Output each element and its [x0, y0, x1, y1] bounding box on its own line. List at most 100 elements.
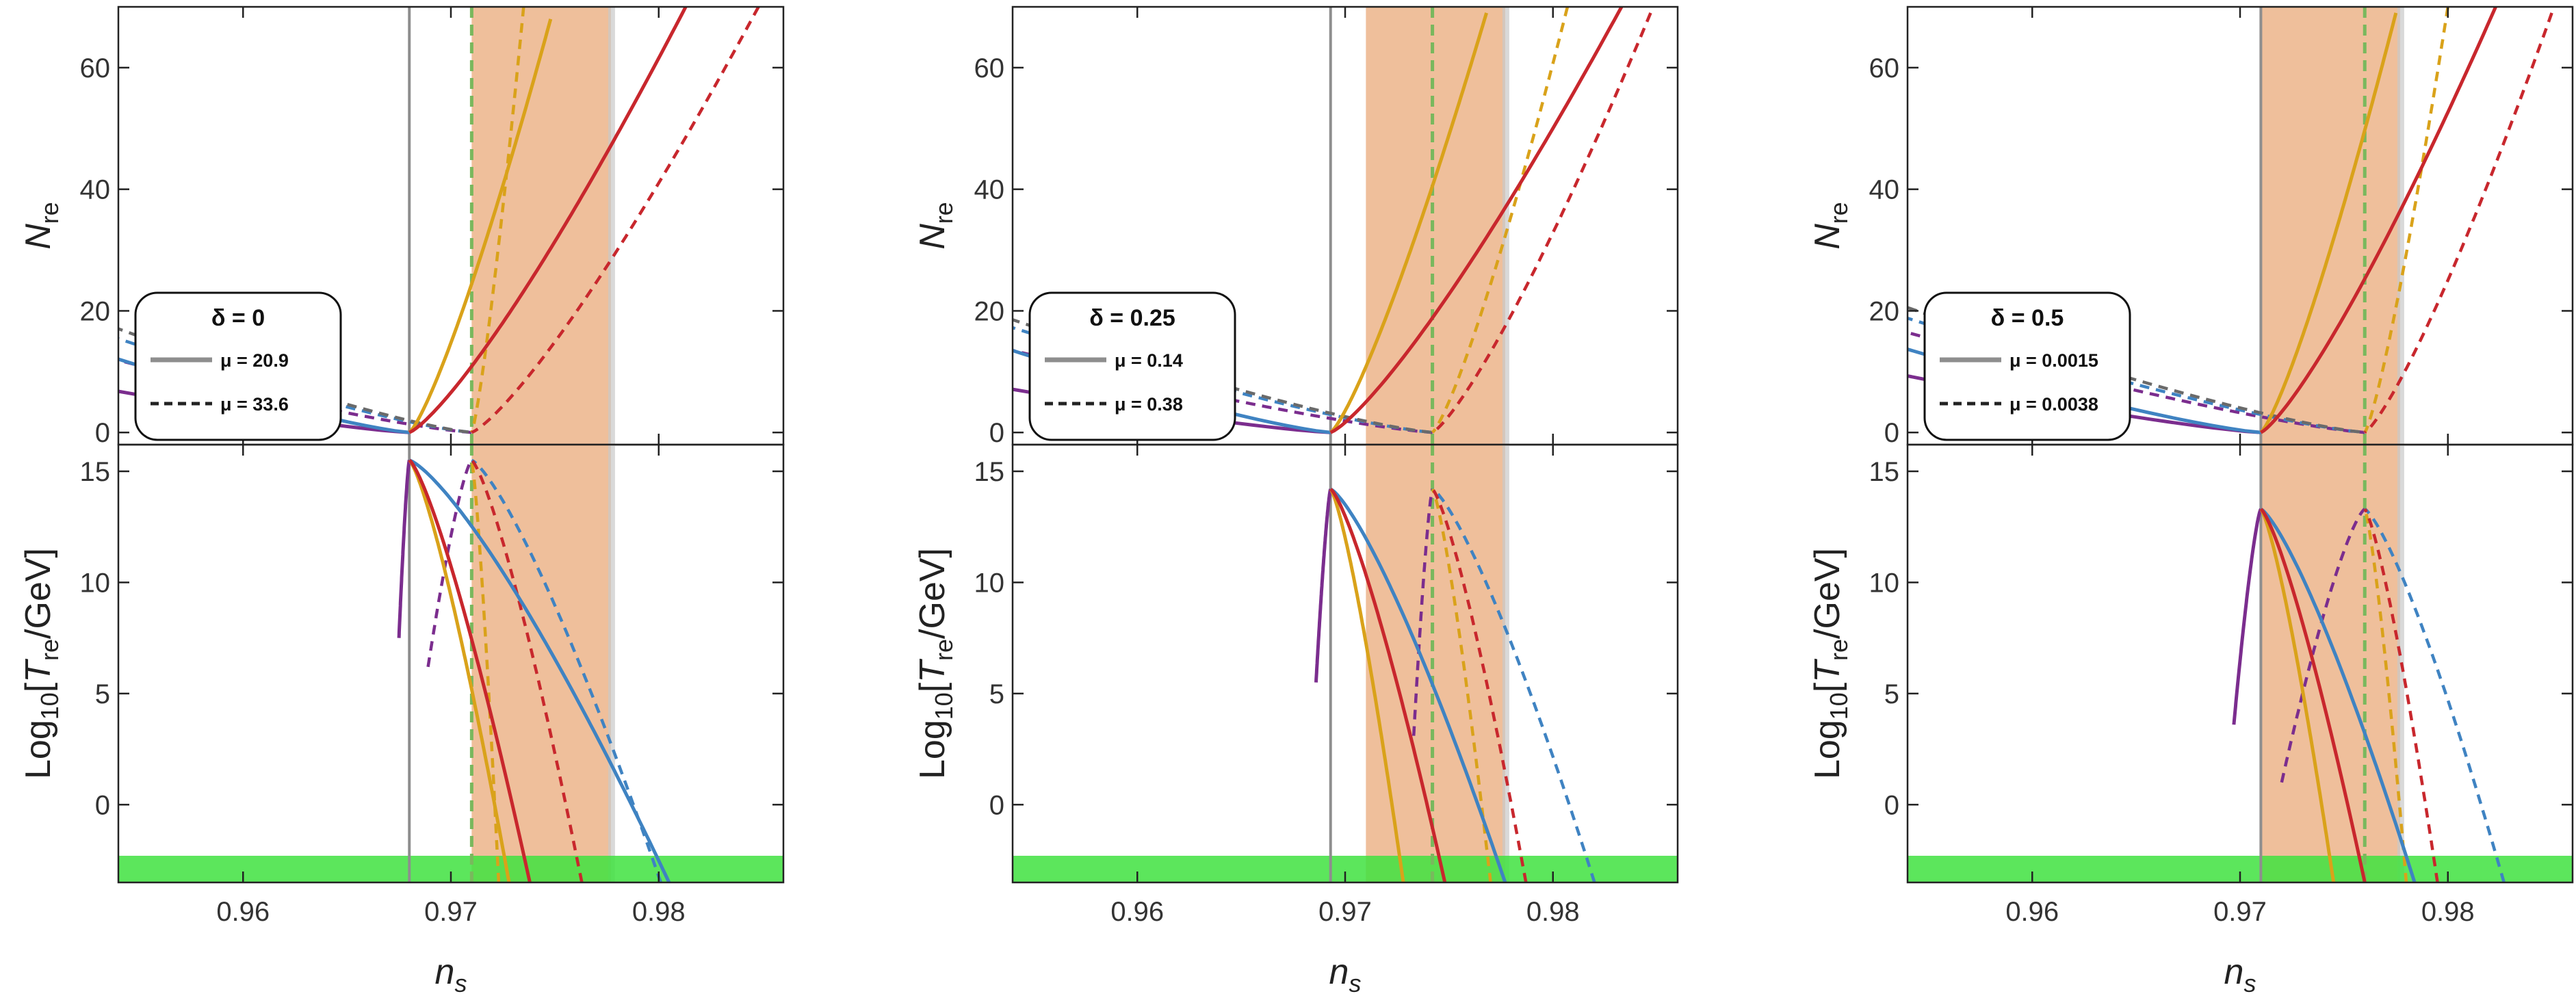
planck-band [1366, 7, 1505, 445]
curve-dashed-w--1-3 [2280, 508, 2366, 783]
legend-delta-label: δ = 0.5 [1991, 305, 2064, 331]
legend-box-3: δ = 0.5 μ = 0.0015 μ = 0.0038 [1923, 291, 2131, 441]
curve-dashed-w-0 [1431, 488, 1596, 882]
y-tick-label: 15 [974, 457, 1005, 487]
plot-1-tre: 0 5 10 15 0.96 0.97 0.98 Log10[Tre/GeV] [18, 443, 785, 927]
y-axis-label: Nre [18, 202, 64, 250]
x-tick-label: 0.98 [1526, 897, 1580, 927]
y-tick-label: 0 [1884, 790, 1899, 820]
curve-solid-w-1 [2260, 7, 2497, 434]
y-tick-label: 0 [989, 790, 1004, 820]
y-tick-label: 15 [1869, 457, 1900, 487]
y-tick-label: 20 [1869, 296, 1900, 326]
planck-band-edge [608, 445, 615, 882]
y-tick-label: 60 [974, 53, 1005, 83]
legend-dashed-label: μ = 33.6 [220, 394, 289, 415]
planck-band-edge [1502, 7, 1509, 445]
planck-band [471, 7, 611, 445]
curve-dashed-w-2-3 [470, 7, 525, 433]
curve-solid-w-1 [408, 7, 688, 434]
y-axis-label: Log10[Tre/GeV] [1808, 548, 1853, 779]
y-tick-label: 40 [974, 175, 1005, 205]
curve-solid-w-1 [1329, 488, 1447, 882]
curve-dashed-w-0 [2363, 508, 2506, 882]
legend-solid-label: μ = 20.9 [220, 350, 289, 371]
legend-delta-label: δ = 0.25 [1089, 305, 1175, 331]
y-axis-label: Nre [1808, 202, 1853, 250]
y-tick-label: 10 [974, 568, 1005, 598]
legend-dashed-label: μ = 0.0038 [2009, 394, 2098, 415]
legend-dashed-label: μ = 0.38 [1115, 394, 1183, 415]
x-tick-label: 0.97 [1318, 897, 1372, 927]
y-tick-label: 40 [80, 175, 111, 205]
x-tick-label: 0.96 [2005, 897, 2059, 927]
curve-solid-w-2-3 [2259, 12, 2398, 434]
curve-solid-w--1-3 [1314, 488, 1333, 683]
curve-solid-w-1 [2259, 508, 2367, 882]
legend-box-1: δ = 0 μ = 20.9 μ = 33.6 [134, 291, 342, 441]
y-tick-label: 10 [1869, 568, 1900, 598]
curve-solid-w--1-3 [397, 460, 411, 638]
curve-dashed-w-2-3 [1431, 488, 1492, 882]
x-axis-label: ns [1329, 952, 1362, 996]
x-tick-label: 0.97 [2213, 897, 2267, 927]
curve-dashed-w-1 [1431, 488, 1528, 882]
x-axis-label: ns [2224, 952, 2256, 996]
y-tick-label: 0 [95, 790, 110, 820]
curve-dashed-w-1 [470, 459, 584, 882]
planck-band-edge [1502, 445, 1509, 882]
y-axis-label: Log10[Tre/GeV] [913, 548, 958, 779]
curve-dashed-w-0 [471, 458, 662, 882]
x-tick-label: 0.98 [632, 897, 686, 927]
y-tick-label: 5 [989, 679, 1004, 709]
y-tick-label: 5 [95, 679, 110, 709]
y-axis-label: Log10[Tre/GeV] [18, 548, 64, 779]
plot-1-nre: 0 20 40 60 Nre [18, 5, 785, 448]
curve-solid-w-2-3 [1329, 488, 1405, 882]
y-tick-label: 15 [80, 457, 111, 487]
curve-dashed-w-2-3 [1431, 7, 1570, 434]
y-tick-label: 10 [80, 568, 111, 598]
y-tick-label: 0 [989, 418, 1004, 448]
curve-dashed-w-1 [2363, 12, 2553, 434]
curve-solid-w-1 [1329, 7, 1624, 434]
y-tick-label: 5 [1884, 679, 1899, 709]
legend-solid-label: μ = 0.0015 [2009, 350, 2098, 371]
legend-box-2: δ = 0.25 μ = 0.14 μ = 0.38 [1028, 291, 1236, 441]
y-tick-label: 60 [80, 53, 111, 83]
planck-band-edge [608, 7, 615, 445]
curve-solid-w-0 [2260, 508, 2417, 882]
x-tick-label: 0.97 [424, 897, 478, 927]
legend-solid-label: μ = 0.14 [1115, 350, 1183, 371]
plot-frame [117, 443, 785, 884]
y-tick-label: 0 [1884, 418, 1899, 448]
curve-dashed-w-2-3 [2363, 7, 2450, 434]
curve-dashed-w--1-3 [1908, 330, 2365, 434]
y-tick-label: 0 [95, 418, 110, 448]
curve-solid-w-2-3 [2259, 508, 2336, 882]
curve-solid-w-0 [408, 458, 671, 882]
y-tick-label: 60 [1869, 53, 1900, 83]
legend-delta-label: δ = 0 [211, 305, 265, 331]
curve-dashed-w-1 [471, 7, 760, 434]
curve-solid-w-1 [408, 458, 532, 882]
x-tick-label: 0.96 [1110, 897, 1164, 927]
planck-band [2261, 445, 2400, 882]
y-tick-label: 20 [974, 296, 1005, 326]
curve-dashed-w-1-6 [1908, 306, 2365, 434]
x-tick-label: 0.96 [216, 897, 270, 927]
x-axis-label: ns [435, 952, 467, 996]
plot-3-tre: 0 5 10 15 0.96 0.97 0.98 Log10[Tre/GeV] [1808, 443, 2574, 927]
y-tick-label: 20 [80, 296, 111, 326]
curve-dashed-w-2-3 [2363, 508, 2408, 882]
curve-dashed-w-0 [1908, 316, 2365, 434]
plot-frame [1011, 443, 1679, 884]
y-axis-label: Nre [913, 202, 958, 250]
planck-band-edge [2397, 7, 2404, 445]
curve-dashed-w-1-6 [1013, 318, 1433, 434]
curve-solid-w--1-3 [2232, 508, 2263, 725]
x-tick-label: 0.98 [2421, 897, 2475, 927]
curve-solid-w-2-3 [408, 459, 511, 882]
curve-dashed-w--1-3 [1013, 348, 1433, 434]
